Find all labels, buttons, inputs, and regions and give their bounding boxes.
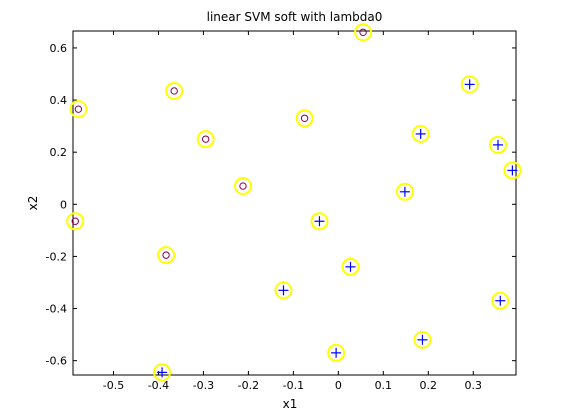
class-pos-point	[507, 165, 518, 176]
support-vector-ring	[395, 182, 414, 201]
support-vector-ring	[274, 281, 293, 300]
y-tick-label: 0.2	[50, 146, 68, 159]
class-neg-point	[170, 87, 178, 95]
x-tick-label: -0.5	[103, 379, 124, 392]
class-neg-point	[201, 135, 210, 143]
x-tick-label: -0.3	[193, 379, 214, 392]
x-tick-label: 0.2	[420, 379, 438, 392]
y-tick-label: -0.2	[46, 250, 67, 263]
support-vector-ring	[503, 161, 522, 180]
class-neg-point	[74, 105, 83, 113]
chart-title: linear SVM soft with lambda0	[207, 10, 383, 24]
class-neg-point	[359, 28, 367, 37]
class-pos-point	[464, 79, 475, 90]
class-pos-point	[495, 295, 506, 306]
y-tick-label: 0.6	[50, 42, 68, 55]
support-vector-ring	[196, 130, 215, 149]
x-tick-label: 0	[335, 379, 342, 392]
x-tick-label: -0.1	[283, 379, 304, 392]
x-tick-label: 0.1	[375, 379, 393, 392]
support-vector-ring	[327, 343, 346, 362]
x-tick-label: 0.3	[465, 379, 483, 392]
class-neg-point	[239, 182, 247, 190]
support-vector-ring	[489, 135, 508, 154]
class-pos-point	[399, 186, 410, 197]
y-axis-label: x2	[26, 196, 40, 211]
class-neg-point	[71, 217, 79, 225]
class-neg-point	[162, 251, 170, 259]
data-points	[66, 23, 522, 382]
class-neg-point	[300, 114, 309, 123]
support-vector-ring	[460, 75, 479, 94]
support-vector-ring	[66, 212, 85, 231]
plot-area	[72, 30, 517, 376]
class-pos-point	[493, 139, 504, 150]
support-vector-ring	[354, 23, 373, 42]
support-vector-ring	[413, 330, 432, 349]
support-vector-ring	[69, 100, 88, 119]
class-pos-point	[278, 285, 289, 296]
y-tick-label: -0.6	[46, 355, 67, 368]
support-vector-ring	[157, 246, 176, 265]
support-vector-ring	[341, 257, 360, 276]
class-pos-point	[345, 261, 356, 272]
class-pos-point	[331, 347, 342, 358]
support-vector-ring	[310, 212, 329, 231]
support-vector-ring	[411, 124, 430, 143]
y-tick-label: 0.4	[50, 94, 68, 107]
x-axis-label: x1	[283, 397, 298, 411]
support-vector-ring	[491, 291, 510, 310]
class-pos-point	[157, 367, 168, 378]
class-pos-point	[314, 216, 325, 227]
support-vector-ring	[165, 81, 184, 100]
class-pos-point	[417, 334, 428, 345]
x-tick-label: -0.4	[148, 379, 169, 392]
class-pos-point	[415, 128, 426, 139]
y-tick-label: 0	[60, 198, 67, 211]
support-vector-ring	[234, 177, 253, 196]
x-tick-label: -0.2	[238, 379, 259, 392]
support-vector-ring	[153, 363, 172, 382]
y-tick-label: -0.4	[46, 303, 67, 316]
axis-ticks: -0.5 -0.4 -0.3 -0.2 -0.1 0 0.1 0.2 0.3 -0.6 -0.4 -0…	[46, 31, 516, 392]
support-vector-ring	[295, 109, 314, 128]
